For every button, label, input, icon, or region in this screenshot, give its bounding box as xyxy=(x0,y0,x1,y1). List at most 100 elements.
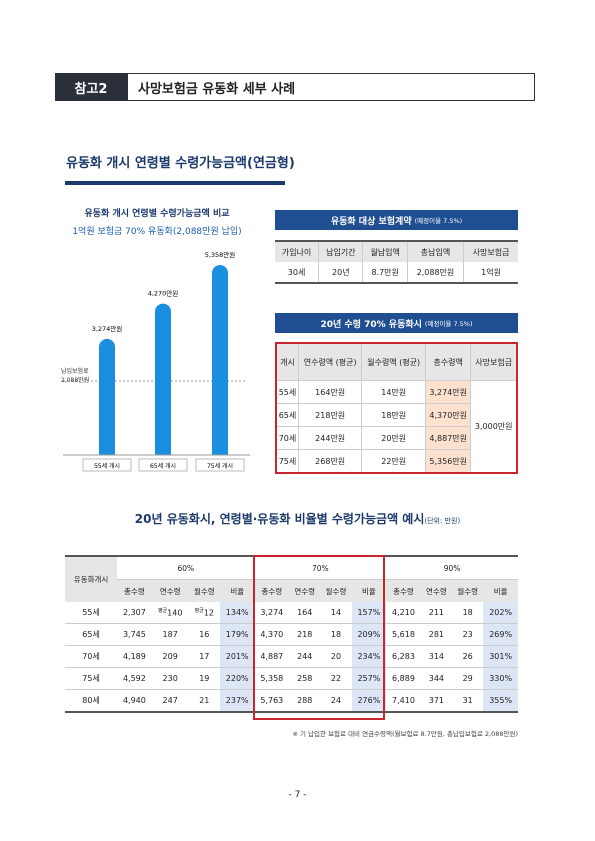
row: 70세 244만원 20만원 4,887만원 xyxy=(275,426,517,450)
cell: 3,274 xyxy=(254,602,290,624)
cell: 70세 xyxy=(275,426,299,450)
cell-text: 18 xyxy=(462,608,473,617)
cell: 4,940 xyxy=(117,689,152,713)
cell-text: 12 xyxy=(203,608,215,618)
header-title: 사망보험금 유동화 세부 사례 xyxy=(127,73,535,101)
section-underline xyxy=(65,181,285,185)
big-table-title: 20년 유동화시, 연령별·유동화 비율별 수령가능금액 예시 xyxy=(134,512,425,526)
cell-text: 371 xyxy=(428,696,445,705)
bar xyxy=(99,338,115,455)
header-cell: 총수령액 xyxy=(424,342,472,381)
cell-text: 179% xyxy=(225,630,249,639)
value-label: 5,358만원 xyxy=(205,250,236,259)
sub-header: 월수령 xyxy=(452,579,484,602)
contract-table: 가입나이 납입기간 월납입액 총납입액 사망보험금 30세 20년 8.7만원 2,088만원 1… xyxy=(275,240,518,284)
cell-text: 269% xyxy=(489,630,513,639)
cell: 26 xyxy=(452,645,484,668)
cell-text: 17 xyxy=(199,652,210,661)
cell-text: 237% xyxy=(225,696,249,705)
cell: 258 xyxy=(289,667,321,690)
group-header: 60% xyxy=(117,555,255,580)
unit-note: (단위: 만원) xyxy=(424,517,461,525)
cell: 202% xyxy=(483,602,518,624)
cell-text: 157% xyxy=(357,608,381,617)
avg-mark: 평균 xyxy=(157,608,168,615)
cell-text: 187 xyxy=(162,630,178,639)
header-cell: 유동화개시 xyxy=(65,555,118,602)
table-title-bar: 유동화 대상 보험계약 (예정이율 7.5%) xyxy=(275,210,518,230)
cell: 4,189 xyxy=(117,645,152,668)
cell: 20년 xyxy=(318,262,363,284)
cell-text: 3,274 xyxy=(260,608,284,617)
cell-text: 244 xyxy=(297,652,313,661)
cell: 276% xyxy=(351,689,387,713)
table-note: (예정이율 7.5%) xyxy=(414,217,463,225)
table-title: 20년 유동화시, 연령별·유동화 비율별 수령가능금액 예시(단위: 만원) xyxy=(0,510,595,527)
cell-text: 4,189 xyxy=(122,652,146,661)
cell: 22만원 xyxy=(361,449,426,474)
cell-text: 4,370 xyxy=(260,630,284,639)
cell: 20 xyxy=(320,645,352,668)
cell: 6,283 xyxy=(386,645,421,668)
cell-text: 220% xyxy=(225,674,249,683)
row: 80세 4,940 247 21 237% 5,763 288 24 276% 7,410 371 3… xyxy=(65,689,518,713)
cell-text: 55세 xyxy=(82,608,100,617)
cell-text: 4,940 xyxy=(122,696,146,705)
cell: 1억원 xyxy=(463,262,518,284)
cell: 4,210 xyxy=(386,602,421,624)
cell-text: 7,410 xyxy=(392,696,415,705)
avg-mark: 평균 xyxy=(194,608,204,615)
cell: 330% xyxy=(483,667,518,690)
cell: 288 xyxy=(289,689,321,713)
reference-label: 2,088만원 xyxy=(61,376,89,384)
page-number: - 7 - xyxy=(288,790,307,800)
cell-text: 80세 xyxy=(82,696,100,705)
cell: 230 xyxy=(151,667,189,690)
chart: 유동화 개시 연령별 수령가능금액 비교 1억원 보험금 70% 유동화(2,0… xyxy=(61,207,250,472)
cell-text: 276% xyxy=(357,696,381,705)
table-title: 유동화 대상 보험계약 xyxy=(330,216,412,227)
cell: 평균12 xyxy=(188,602,220,624)
cell: 14만원 xyxy=(361,380,426,404)
cell: 201% xyxy=(219,645,255,668)
cell-text: 234% xyxy=(357,652,381,661)
header-cell: 총납입액 xyxy=(406,240,464,262)
cell: 65세 xyxy=(65,623,118,646)
cell: 268만원 xyxy=(297,449,363,474)
cell: 244 xyxy=(289,645,321,668)
header-cell: 사망보험금 xyxy=(470,342,518,381)
cell-text: 70세 xyxy=(82,652,100,661)
cell-text: 18 xyxy=(330,630,342,639)
cell: 31 xyxy=(452,689,484,713)
cell: 314 xyxy=(420,645,453,668)
cell-text: 211 xyxy=(428,608,445,617)
cell: 157% xyxy=(351,602,387,624)
cell: 23 xyxy=(452,623,484,646)
sub-header: 월수령 xyxy=(188,579,220,602)
cell: 8.7만원 xyxy=(362,262,408,284)
cell-text: 75세 xyxy=(82,674,100,683)
cell: 164만원 xyxy=(297,380,363,404)
header-cell: 개시 xyxy=(275,342,299,381)
sub-header: 총수령 xyxy=(386,579,421,602)
cell-text: 4,887 xyxy=(260,652,284,661)
cell-text: 5,358 xyxy=(260,674,284,683)
cell: 29 xyxy=(452,667,484,690)
row: 65세 3,745 187 16 179% 4,370 218 18 209% 5,618 281 2… xyxy=(65,623,518,646)
cell: 187 xyxy=(151,623,189,646)
cell-text: 140 xyxy=(167,608,183,618)
cell-text: 201% xyxy=(225,652,249,661)
cell: 3,274만원 xyxy=(424,380,472,404)
cell: 179% xyxy=(219,623,255,646)
cell: 134% xyxy=(219,602,255,624)
cell-text: 218 xyxy=(297,630,313,639)
cell: 5,763 xyxy=(254,689,290,713)
cell: 17 xyxy=(188,645,220,668)
cell-text: 4,592 xyxy=(122,674,146,683)
cell: 7,410 xyxy=(386,689,421,713)
cell: 4,887 xyxy=(254,645,290,668)
cell: 2,088만원 xyxy=(406,262,464,284)
sub-header: 비율 xyxy=(351,579,387,602)
group-header: 70% xyxy=(254,555,387,580)
cell: 218 xyxy=(289,623,321,646)
